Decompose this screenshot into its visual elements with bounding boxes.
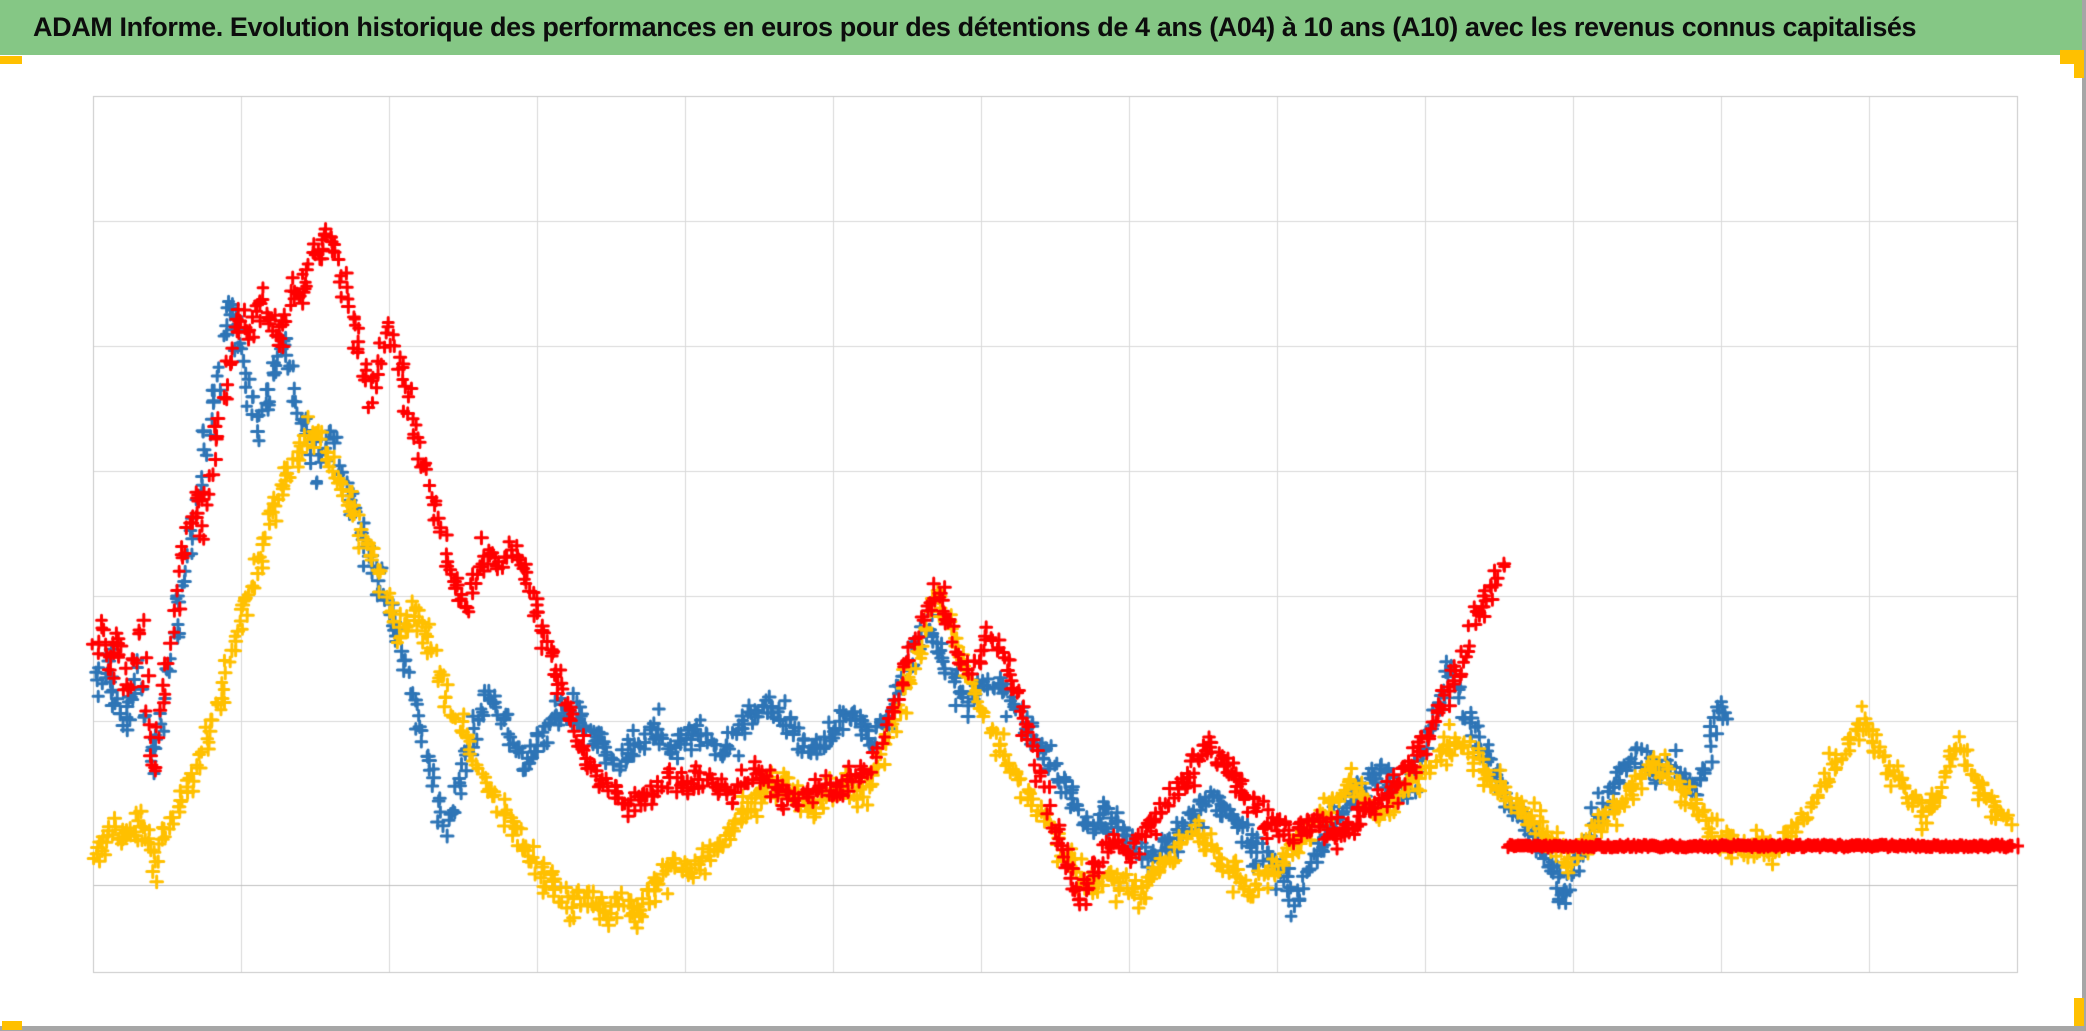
corner-accent-bottom-left bbox=[2, 1021, 22, 1030]
corner-accent-bottom-right bbox=[2074, 998, 2084, 1026]
title-bar: ADAM Informe. Evolution historique des p… bbox=[0, 0, 2082, 55]
corner-accent-top-right-tail bbox=[2074, 50, 2084, 78]
page-title: ADAM Informe. Evolution historique des p… bbox=[33, 12, 1917, 42]
page-frame-right bbox=[2082, 0, 2086, 1031]
page-frame-bottom bbox=[0, 1026, 2086, 1031]
corner-accent-top-left bbox=[0, 56, 22, 64]
